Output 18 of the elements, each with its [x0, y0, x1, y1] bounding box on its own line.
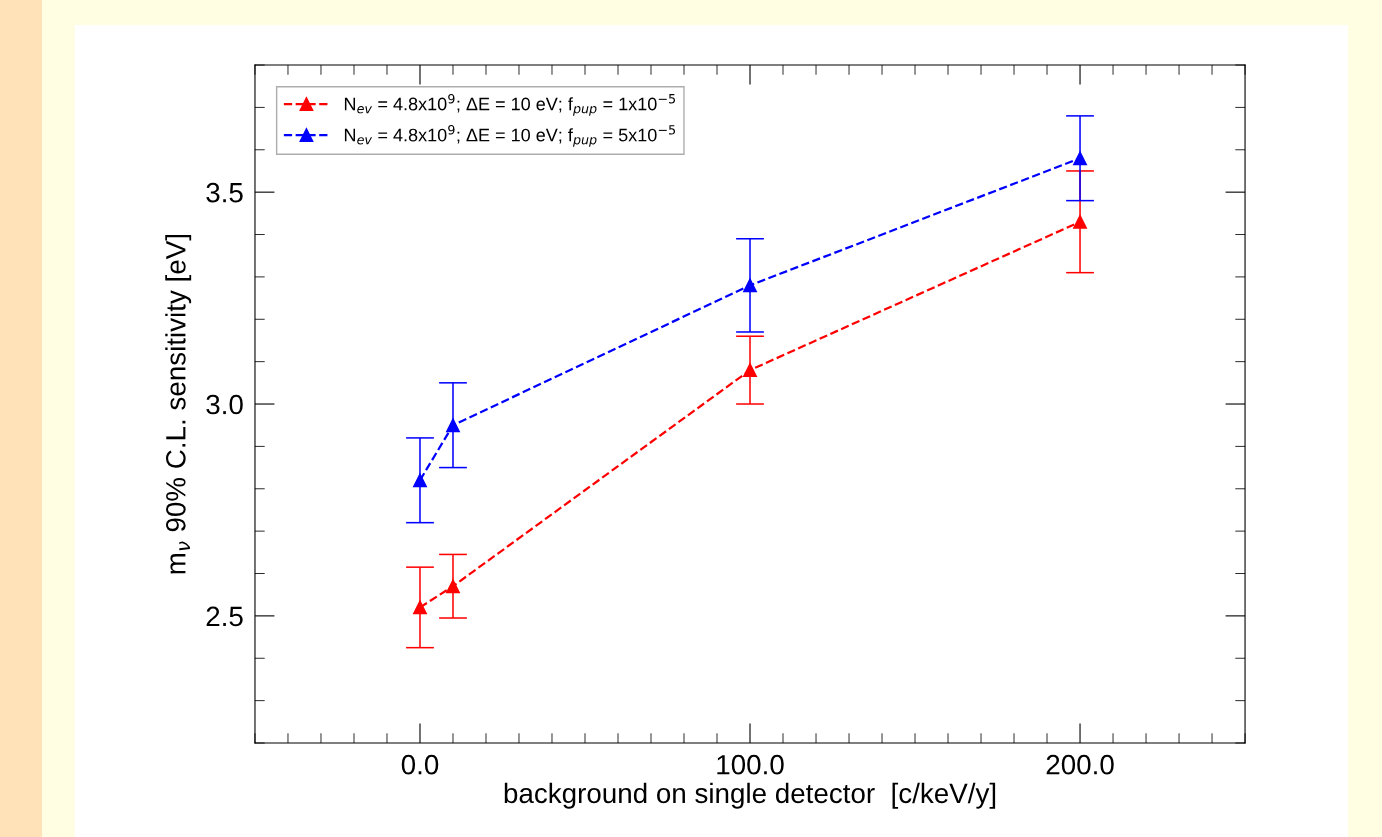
- x-tick-label: 0.0: [401, 754, 439, 775]
- legend-label: N$_{ev}$ = 4.8x10$^{9}$; ΔE = 10 eV; f$_{pup}$ = 1x10$^{−5}$: [344, 93, 676, 116]
- y-tick-label: 2.5: [206, 606, 243, 627]
- point: [446, 579, 460, 594]
- point: [743, 278, 757, 293]
- y-axis-title: m$_{ν}$ 90% C.L. sensitivity [eV]: [165, 235, 192, 574]
- legend-label: N$_{ev}$ = 4.8x10$^{9}$; ΔE = 10 eV; f$_{pup}$ = 5x10$^{−5}$: [344, 124, 676, 147]
- point: [413, 600, 427, 615]
- point: [743, 363, 757, 378]
- x-tick-label: 100.0: [717, 754, 784, 775]
- point: [1073, 214, 1087, 229]
- point: [413, 473, 427, 488]
- point: [1073, 151, 1087, 166]
- x-axis-title: background on single detector [c/keV/y]: [504, 782, 996, 809]
- y-tick-label: 3.0: [206, 394, 243, 415]
- point: [446, 418, 460, 433]
- x-tick-label: 200.0: [1046, 754, 1114, 775]
- y-tick-label: 3.5: [206, 182, 243, 203]
